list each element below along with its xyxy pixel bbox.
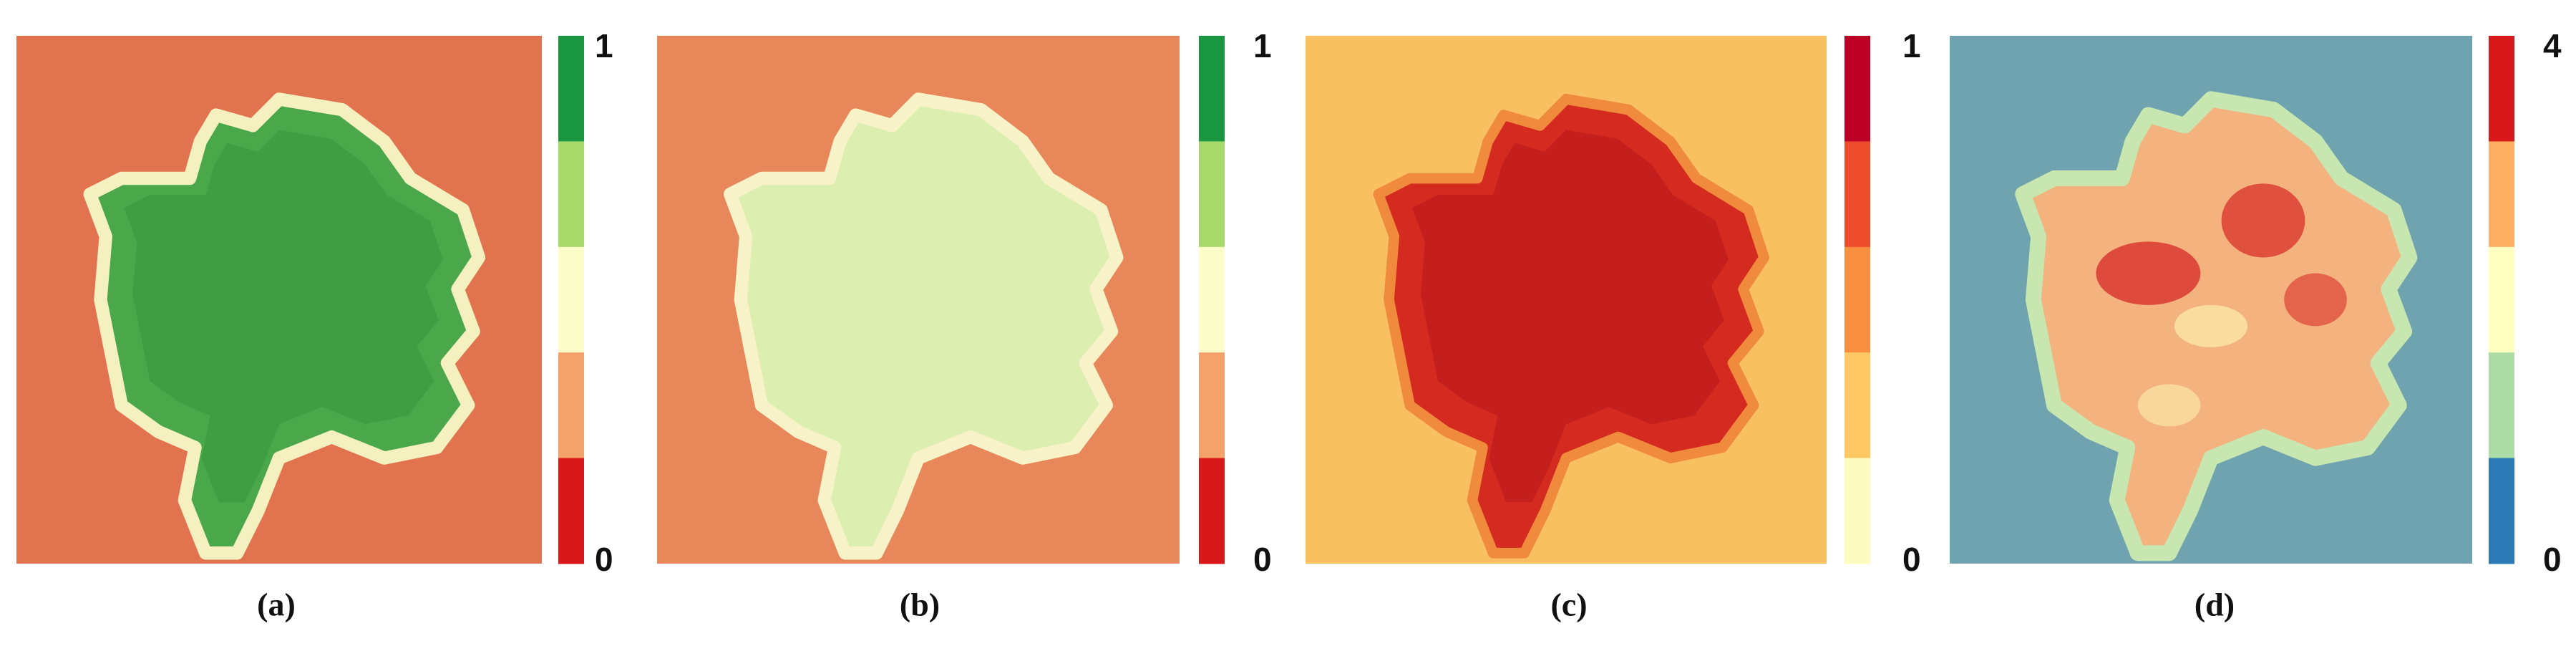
colorbar-segment <box>1844 246 1870 353</box>
heatmap-a <box>16 36 542 564</box>
colorbar-segment <box>1199 352 1225 459</box>
colorbar-segment <box>1199 141 1225 248</box>
heatmap-b <box>657 36 1180 564</box>
colorbar-segment <box>1844 141 1870 248</box>
colorbar-segment <box>1844 458 1870 564</box>
colorbar-max-label: 1 <box>1253 27 1272 64</box>
colorbar-max-label: 1 <box>1902 27 1921 64</box>
panel-label: (c) <box>1550 587 1587 623</box>
colorbars: 1 0 (a) 1 0 (b) 1 0 (c) 4 0 (d) <box>257 27 2562 622</box>
colorbar-segment <box>1199 458 1225 564</box>
heatmap-d <box>1950 36 2472 564</box>
colorbar-segment <box>1199 36 1225 142</box>
colorbar-segment <box>1199 246 1225 353</box>
colorbar-max-label: 4 <box>2543 27 2562 64</box>
colorbar-segment <box>558 246 584 353</box>
colorbar-segment <box>558 141 584 248</box>
colorbar-segment <box>2489 352 2514 459</box>
panel-label: (a) <box>257 587 296 623</box>
colorbar-min-label: 0 <box>1253 541 1272 578</box>
colorbar-segment <box>2489 246 2514 353</box>
colorbar-segment <box>1844 36 1870 142</box>
colorbar-segment <box>558 36 584 142</box>
panel-label: (d) <box>2195 587 2235 623</box>
colorbar-segment <box>2489 36 2514 142</box>
colorbar-segment <box>558 352 584 459</box>
colorbar-segment <box>2489 458 2514 564</box>
colorbar-max-label: 1 <box>595 27 613 64</box>
colorbar-segment <box>2489 141 2514 248</box>
colorbar-min-label: 0 <box>595 541 613 578</box>
heatmap-c <box>1306 36 1827 564</box>
colorbar-segment <box>1844 352 1870 459</box>
colorbar-min-label: 0 <box>2543 541 2562 578</box>
colorbar-min-label: 0 <box>1902 541 1921 578</box>
panel-label: (b) <box>900 587 940 623</box>
colorbar-segment <box>558 458 584 564</box>
